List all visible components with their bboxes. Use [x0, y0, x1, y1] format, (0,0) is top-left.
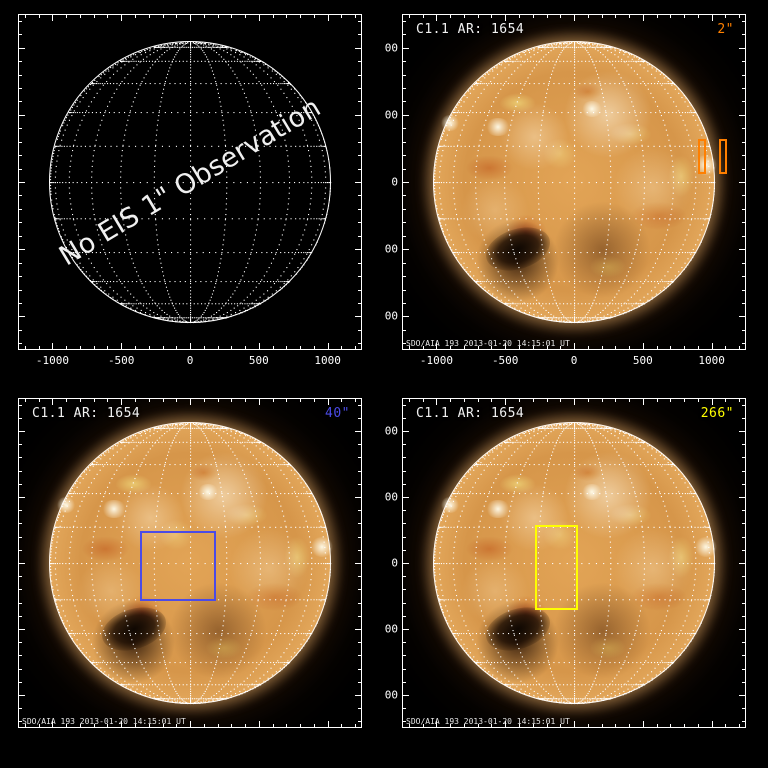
heliographic-grid-icon: [434, 42, 716, 324]
x-tick-label: 500: [632, 354, 653, 367]
fov-size-note-top-right: 2": [717, 22, 734, 37]
observation-timestamp-bottom-right: SDO/AIA 193 2013-01-20 14:15:01 UT: [406, 717, 570, 726]
panel-label-bottom-right: C1.1 AR: 1654: [416, 406, 525, 421]
x-tick-label: -1000: [419, 354, 453, 367]
eis-raster-fov-yellow[interactable]: [535, 525, 578, 610]
fov-size-note-bottom-right: 266": [700, 406, 734, 421]
plot-area-top-left: No EIS 1" Observation: [18, 14, 362, 350]
heliographic-grid-icon: [50, 423, 332, 705]
y-tick-label: -500: [384, 622, 398, 636]
heliographic-grid-icon: [434, 423, 716, 705]
y-tick-label: 0: [391, 556, 398, 570]
x-tick-label: 0: [570, 354, 578, 367]
fov-size-note-bottom-left: 40": [325, 406, 350, 421]
y-tick-label: -500: [384, 242, 398, 256]
eis-slit-right[interactable]: [719, 139, 727, 174]
eis-slit-left[interactable]: [698, 139, 706, 174]
observation-timestamp-bottom-left: SDO/AIA 193 2013-01-20 14:15:01 UT: [22, 717, 186, 726]
y-tick-label: 1000: [384, 424, 398, 438]
panel-label-bottom-left: C1.1 AR: 1654: [32, 406, 141, 421]
x-tick-label: 1000: [314, 354, 341, 367]
x-tick-label: 0: [186, 354, 194, 367]
x-tick-label: -1000: [35, 354, 69, 367]
y-tick-label: -1000: [384, 309, 398, 323]
panel-bottom-left: C1.1 AR: 1654 40" SDO/AIA 193 2013-01-20…: [0, 384, 384, 768]
y-tick-label: 1000: [384, 41, 398, 55]
x-tick-label: 500: [248, 354, 269, 367]
y-tick-label: 500: [384, 108, 398, 122]
y-tick-label: 0: [391, 175, 398, 189]
x-tick-label: -500: [107, 354, 135, 367]
panel-top-right: C1.1 AR: 1654 2" SDO/AIA 193 2013-01-20 …: [384, 0, 768, 384]
plot-area-bottom-left: C1.1 AR: 1654 40" SDO/AIA 193 2013-01-20…: [18, 398, 362, 728]
y-tick-label: -1000: [384, 688, 398, 702]
plot-area-bottom-right: C1.1 AR: 1654 266" SDO/AIA 193 2013-01-2…: [402, 398, 746, 728]
panel-label-top-right: C1.1 AR: 1654: [416, 22, 525, 37]
y-tick-label: 500: [384, 490, 398, 504]
x-tick-label: -500: [491, 354, 519, 367]
heliographic-grid-icon: [50, 42, 332, 324]
plot-area-top-right: C1.1 AR: 1654 2" SDO/AIA 193 2013-01-20 …: [402, 14, 746, 350]
panel-top-left: No EIS 1" Observation -1000 -500 0 500 1000: [0, 0, 384, 384]
x-tick-label: 1000: [698, 354, 725, 367]
observation-timestamp-top-right: SDO/AIA 193 2013-01-20 14:15:01 UT: [406, 339, 570, 348]
panel-bottom-right: C1.1 AR: 1654 266" SDO/AIA 193 2013-01-2…: [384, 384, 768, 768]
eis-raster-fov-blue[interactable]: [140, 531, 216, 601]
